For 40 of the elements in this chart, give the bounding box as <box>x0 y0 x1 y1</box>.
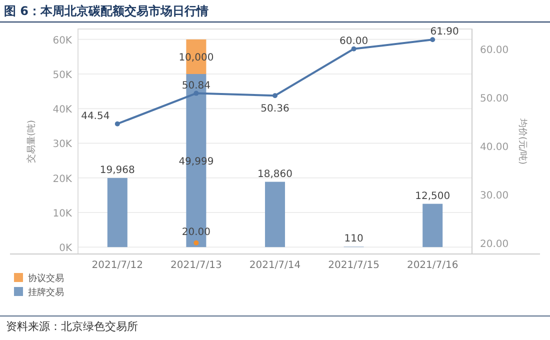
point <box>351 46 356 52</box>
data-label: 61.90 <box>430 26 459 38</box>
y2-tick-label: 50.00 <box>480 93 509 104</box>
point <box>114 121 120 126</box>
data-label: 50.36 <box>260 104 290 115</box>
bar <box>422 204 443 248</box>
y-tick-label: 50K <box>52 70 72 81</box>
x-tick-label: 2021/7/14 <box>249 260 301 271</box>
y2-tick-label: 40.00 <box>480 142 509 153</box>
y2-tick-label: 60.00 <box>480 44 509 56</box>
y-axis-title: 交易量(吨) <box>26 120 37 164</box>
point <box>430 37 436 42</box>
point <box>194 240 199 246</box>
y-tick-label: 40K <box>52 104 72 116</box>
legend-label: 挂牌交易 <box>28 287 64 298</box>
y-tick-label: 20K <box>52 174 72 185</box>
data-label: 19,968 <box>100 164 135 176</box>
text: 资料来源：北京绿色交易所 <box>6 320 138 333</box>
data-label: 110 <box>344 234 364 245</box>
y2-tick-label: 30.00 <box>480 190 509 202</box>
x-tick-label: 2021/7/13 <box>170 260 222 271</box>
y2-tick-label: 20.00 <box>480 238 509 250</box>
bar <box>107 178 128 248</box>
data-label: 12,500 <box>415 190 450 202</box>
chart-title: 图 6：本周北京碳配额交易市场日行情 <box>4 4 209 18</box>
x-tick-label: 2021/7/16 <box>406 260 458 271</box>
y2-axis-title: 均价(元/吨) <box>517 117 528 165</box>
point <box>272 93 278 98</box>
y-tick-label: 30K <box>52 139 72 150</box>
legend-label: 协议交易 <box>28 273 64 284</box>
y-tick-label: 0K <box>59 243 72 254</box>
y-tick-label: 60K <box>52 35 72 46</box>
x-tick-label: 2021/7/12 <box>92 260 144 271</box>
data-label: 44.54 <box>81 110 110 122</box>
point <box>194 90 199 96</box>
data-label: 18,860 <box>258 168 292 180</box>
bar <box>265 182 285 248</box>
x-tick-label: 2021/7/15 <box>328 260 380 271</box>
data-label: 60.00 <box>339 36 368 47</box>
y-tick-label: 10K <box>52 208 72 220</box>
